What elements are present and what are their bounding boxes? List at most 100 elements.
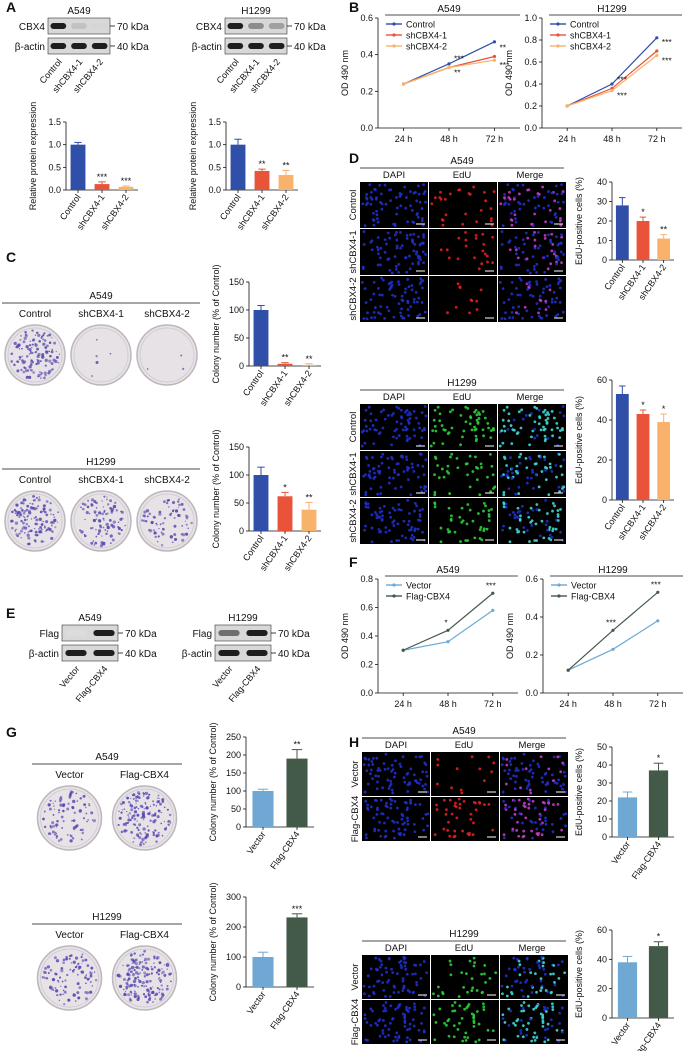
nucleus: [545, 466, 549, 470]
colony: [109, 534, 113, 538]
colony: [105, 522, 109, 527]
nucleus: [544, 819, 548, 823]
colony: [80, 955, 83, 959]
nucleus: [522, 834, 526, 838]
nucleus: [560, 426, 564, 430]
colony: [127, 821, 129, 824]
colony: [53, 956, 57, 960]
nucleus: [552, 755, 556, 759]
colony: [25, 344, 29, 349]
y-tick-label: 1.5: [48, 117, 61, 127]
dish-label: Vector: [55, 930, 84, 941]
colony: [137, 829, 140, 832]
nucleus: [403, 964, 407, 968]
micrograph: [360, 404, 428, 450]
nucleus: [456, 1028, 460, 1031]
nucleus: [512, 188, 515, 192]
colony: [58, 976, 62, 979]
nucleus: [518, 207, 522, 211]
nucleus: [526, 511, 530, 515]
nucleus: [399, 314, 403, 318]
nucleus: [406, 1036, 409, 1040]
nucleus: [456, 466, 460, 470]
nucleus: [402, 955, 406, 959]
nucleus: [389, 802, 393, 806]
nucleus: [368, 772, 372, 776]
nucleus: [507, 202, 511, 206]
nucleus: [433, 493, 437, 497]
colony: [110, 509, 114, 513]
nucleus: [529, 457, 532, 461]
nucleus: [547, 413, 550, 416]
colony: [143, 807, 146, 810]
colony: [51, 978, 56, 982]
nucleus: [407, 285, 411, 289]
nucleus: [385, 305, 389, 309]
dish-label: Flag-CBX4: [120, 930, 169, 941]
nucleus: [510, 223, 514, 227]
nucleus: [530, 222, 534, 226]
colony: [127, 814, 129, 816]
nucleus: [531, 771, 535, 775]
nucleus: [399, 454, 403, 458]
y-tick-label: 1.5: [208, 117, 221, 127]
nucleus: [365, 193, 368, 196]
nucleus: [509, 456, 512, 459]
colony: [51, 368, 54, 371]
colony: [75, 792, 78, 795]
condition-label: Vector: [350, 964, 361, 991]
colony: [57, 361, 60, 364]
colony: [57, 979, 59, 982]
nucleus: [527, 1021, 530, 1025]
nucleus: [421, 770, 425, 774]
nucleus: [533, 427, 537, 431]
nucleus: [450, 452, 454, 456]
data-point: [655, 53, 659, 58]
nucleus: [378, 183, 382, 187]
nucleus: [559, 464, 563, 468]
colony: [145, 509, 150, 513]
nucleus: [515, 311, 518, 315]
nucleus: [501, 756, 505, 760]
nucleus: [487, 426, 490, 430]
colony: [152, 831, 154, 833]
nucleus: [557, 242, 561, 246]
y-tick-label: 20: [597, 984, 607, 994]
nucleus: [384, 829, 388, 833]
nucleus: [559, 217, 562, 220]
colony: [62, 961, 65, 965]
nucleus: [401, 977, 405, 981]
nucleus: [516, 471, 519, 475]
nucleus: [453, 530, 457, 534]
nucleus: [511, 316, 515, 319]
colony: [142, 514, 146, 518]
colony: [51, 348, 54, 351]
nucleus: [556, 426, 559, 430]
colony: [167, 823, 170, 826]
nucleus: [418, 255, 422, 259]
colony: [158, 797, 160, 800]
colony: [40, 335, 44, 338]
nucleus: [426, 824, 429, 828]
nucleus: [503, 429, 507, 433]
colony: [181, 525, 184, 527]
colony: [22, 340, 26, 344]
y-tick-label: 0: [602, 255, 607, 265]
nucleus: [515, 1019, 519, 1023]
nucleus: [408, 1027, 412, 1031]
nucleus: [366, 311, 369, 315]
nucleus: [507, 768, 511, 772]
nucleus: [543, 196, 546, 199]
colony: [53, 516, 56, 519]
colony: [48, 333, 52, 337]
colony: [148, 528, 150, 531]
colony: [82, 502, 85, 506]
y-tick-label: 0.5: [208, 162, 221, 172]
colony: [166, 808, 169, 811]
nucleus: [369, 1007, 373, 1011]
colony: [83, 503, 87, 507]
nucleus: [539, 428, 543, 432]
nucleus: [521, 417, 525, 421]
nucleus: [521, 250, 525, 254]
nucleus: [421, 464, 425, 468]
